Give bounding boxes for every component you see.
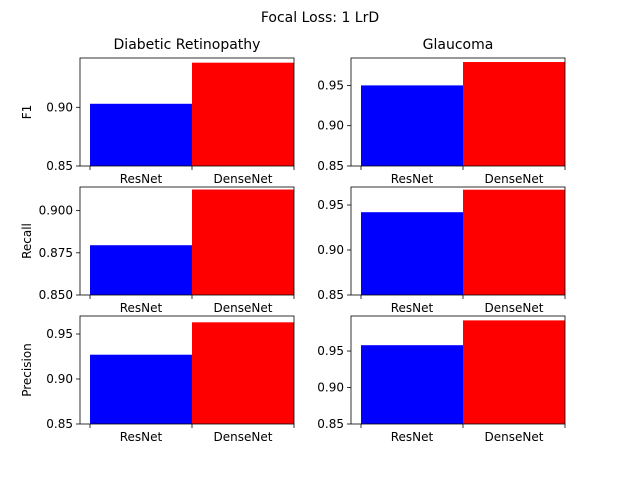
- axes-frame: [350, 57, 566, 167]
- subplot-4: ResNet DenseNet 0.85 0.90 0.95: [317, 186, 566, 315]
- y-tick-label: 0.85: [46, 417, 73, 431]
- x-tick-label: ResNet: [391, 430, 434, 444]
- y-axis-label: Precision: [20, 343, 34, 397]
- x-tick-label: DenseNet: [485, 301, 544, 315]
- y-tick-label: 0.95: [46, 327, 73, 341]
- bar-resnet: [361, 212, 463, 295]
- bar-resnet: [90, 103, 192, 166]
- x-tick-label: ResNet: [391, 301, 434, 315]
- axes-frame: [350, 315, 566, 425]
- subplot-title: Diabetic Retinopathy: [114, 37, 261, 53]
- y-axis-label: F1: [20, 105, 34, 120]
- axes-frame: [79, 186, 295, 296]
- subplot-5: ResNet DenseNet 0.85 0.90 0.95 Precision: [20, 315, 295, 444]
- x-tick-label: DenseNet: [214, 301, 273, 315]
- subplot-3: ResNet DenseNet 0.850 0.875 0.900 Recall: [20, 186, 295, 315]
- subplot-1: ResNet DenseNet 0.85 0.90 Diabetic Retinopat…: [20, 37, 295, 186]
- x-tick-label: ResNet: [120, 301, 163, 315]
- y-tick-label: 0.95: [317, 344, 344, 358]
- y-tick-label: 0.90: [46, 100, 73, 114]
- subplot-6: ResNet DenseNet 0.85 0.90 0.95: [317, 315, 566, 444]
- y-axis-label: Recall: [20, 223, 34, 259]
- bar-densenet: [463, 189, 565, 295]
- axes-frame: [79, 57, 295, 167]
- x-tick-label: DenseNet: [214, 430, 273, 444]
- axes-frame: [350, 186, 566, 296]
- x-tick-label: DenseNet: [485, 430, 544, 444]
- y-tick-label: 0.90: [46, 372, 73, 386]
- bar-resnet: [90, 245, 192, 295]
- figure-suptitle: Focal Loss: 1 LrD: [261, 10, 379, 26]
- bar-densenet: [463, 320, 565, 424]
- bar-densenet: [192, 322, 294, 424]
- bar-densenet: [463, 62, 565, 167]
- subplot-title: Glaucoma: [423, 37, 494, 53]
- y-tick-label: 0.850: [39, 288, 73, 302]
- y-tick-label: 0.90: [317, 243, 344, 257]
- y-tick-label: 0.95: [317, 198, 344, 212]
- y-tick-label: 0.875: [39, 246, 73, 260]
- y-tick-label: 0.85: [317, 417, 344, 431]
- y-tick-label: 0.90: [317, 381, 344, 395]
- x-tick-label: DenseNet: [214, 172, 273, 186]
- x-tick-label: DenseNet: [485, 172, 544, 186]
- y-tick-label: 0.85: [317, 159, 344, 173]
- subplot-2: ResNet DenseNet 0.85 0.90 0.95 Glaucoma: [317, 37, 566, 186]
- bar-densenet: [192, 189, 294, 295]
- axes-frame: [79, 315, 295, 425]
- subplot-grid: ResNet DenseNet 0.85 0.90 Diabetic Retinopat…: [20, 37, 566, 444]
- y-tick-label: 0.95: [317, 78, 344, 92]
- y-tick-label: 0.90: [317, 119, 344, 133]
- x-tick-label: ResNet: [391, 172, 434, 186]
- bar-resnet: [90, 354, 192, 424]
- y-tick-label: 0.900: [39, 204, 73, 218]
- x-tick-label: ResNet: [120, 172, 163, 186]
- x-tick-label: ResNet: [120, 430, 163, 444]
- bar-resnet: [361, 85, 463, 166]
- y-tick-label: 0.85: [317, 288, 344, 302]
- bar-resnet: [361, 345, 463, 424]
- bar-densenet: [192, 62, 294, 167]
- y-tick-label: 0.85: [46, 159, 73, 173]
